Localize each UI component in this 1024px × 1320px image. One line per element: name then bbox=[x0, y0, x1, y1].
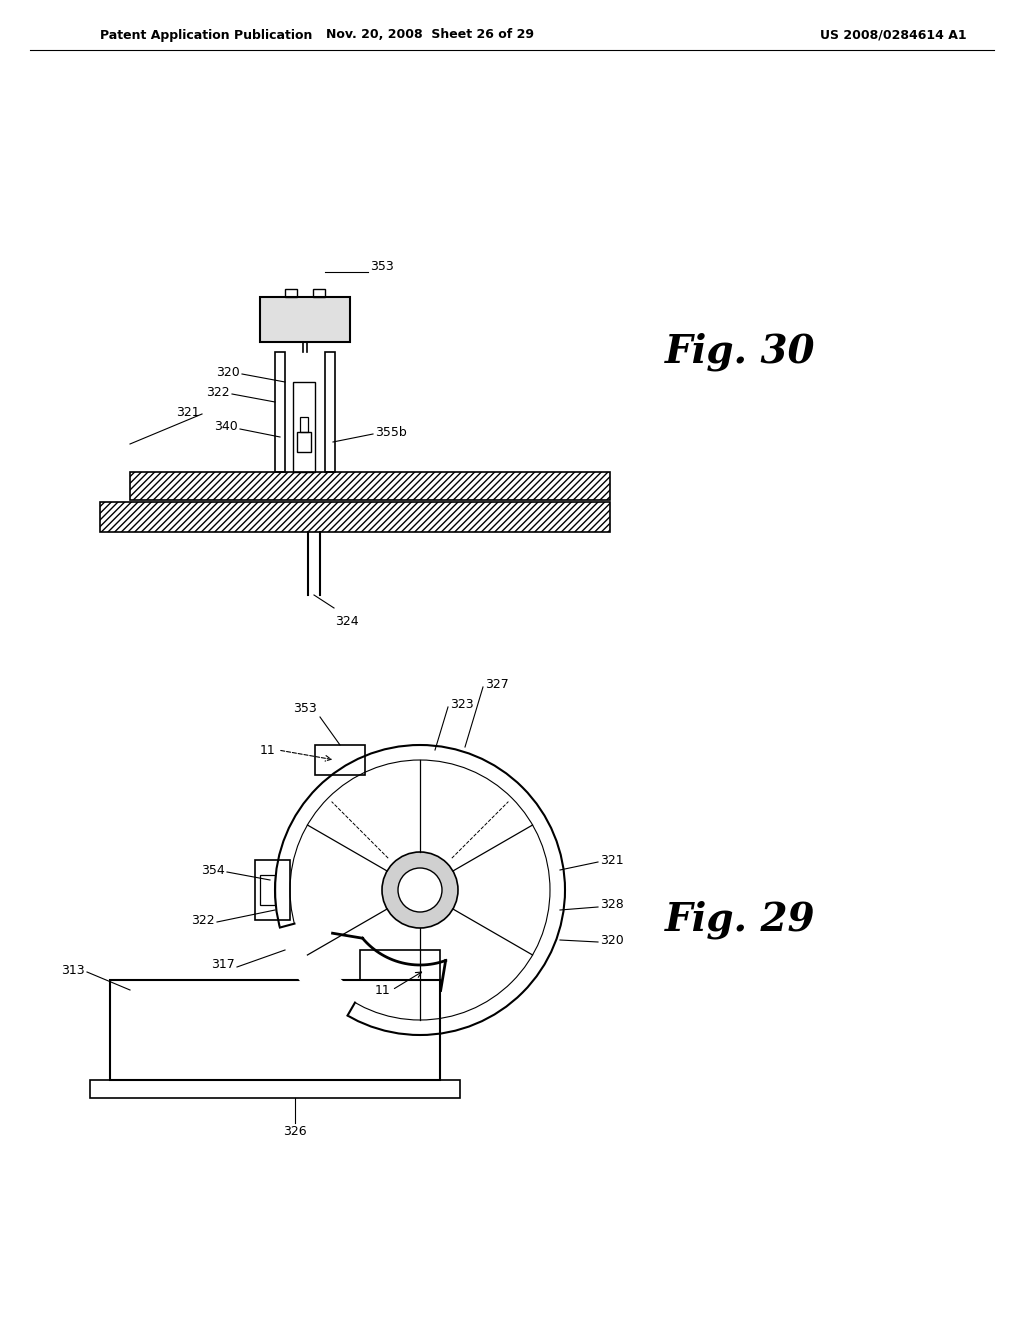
Bar bbox=[293, 381, 315, 473]
Text: 326: 326 bbox=[284, 1125, 307, 1138]
Bar bbox=[260, 297, 350, 342]
Bar bbox=[260, 875, 275, 906]
Bar bbox=[100, 502, 610, 532]
Text: 355b: 355b bbox=[375, 425, 407, 438]
Text: 328: 328 bbox=[600, 899, 624, 912]
Text: Nov. 20, 2008  Sheet 26 of 29: Nov. 20, 2008 Sheet 26 of 29 bbox=[326, 29, 534, 41]
Bar bbox=[285, 289, 297, 297]
Circle shape bbox=[382, 851, 458, 928]
Bar bbox=[315, 744, 365, 775]
Circle shape bbox=[398, 869, 442, 912]
Text: 353: 353 bbox=[293, 702, 316, 715]
Text: 322: 322 bbox=[191, 913, 215, 927]
Bar bbox=[300, 417, 308, 432]
Text: 323: 323 bbox=[450, 698, 474, 711]
Text: 317: 317 bbox=[211, 958, 234, 972]
Wedge shape bbox=[275, 921, 360, 1020]
Text: 321: 321 bbox=[600, 854, 624, 866]
Text: 324: 324 bbox=[335, 615, 358, 628]
Bar bbox=[313, 289, 325, 297]
Text: Fig. 29: Fig. 29 bbox=[665, 900, 815, 940]
Text: US 2008/0284614 A1: US 2008/0284614 A1 bbox=[820, 29, 967, 41]
Bar bbox=[360, 950, 440, 979]
Text: 320: 320 bbox=[600, 933, 624, 946]
Text: 11: 11 bbox=[259, 743, 275, 756]
Bar bbox=[275, 352, 285, 473]
Text: 322: 322 bbox=[207, 385, 230, 399]
Text: 321: 321 bbox=[176, 405, 200, 418]
Text: 313: 313 bbox=[61, 964, 85, 977]
Text: 320: 320 bbox=[216, 366, 240, 379]
Text: Fig. 30: Fig. 30 bbox=[665, 333, 815, 371]
Text: Patent Application Publication: Patent Application Publication bbox=[100, 29, 312, 41]
Bar bbox=[90, 1080, 460, 1098]
Bar bbox=[130, 473, 610, 500]
Bar bbox=[255, 861, 290, 920]
Text: 353: 353 bbox=[370, 260, 394, 273]
Text: 340: 340 bbox=[214, 421, 238, 433]
Text: 354: 354 bbox=[202, 863, 225, 876]
Text: 327: 327 bbox=[485, 678, 509, 692]
Bar bbox=[325, 352, 335, 473]
Bar bbox=[297, 432, 311, 451]
Bar bbox=[110, 979, 440, 1080]
Text: 11: 11 bbox=[374, 983, 390, 997]
